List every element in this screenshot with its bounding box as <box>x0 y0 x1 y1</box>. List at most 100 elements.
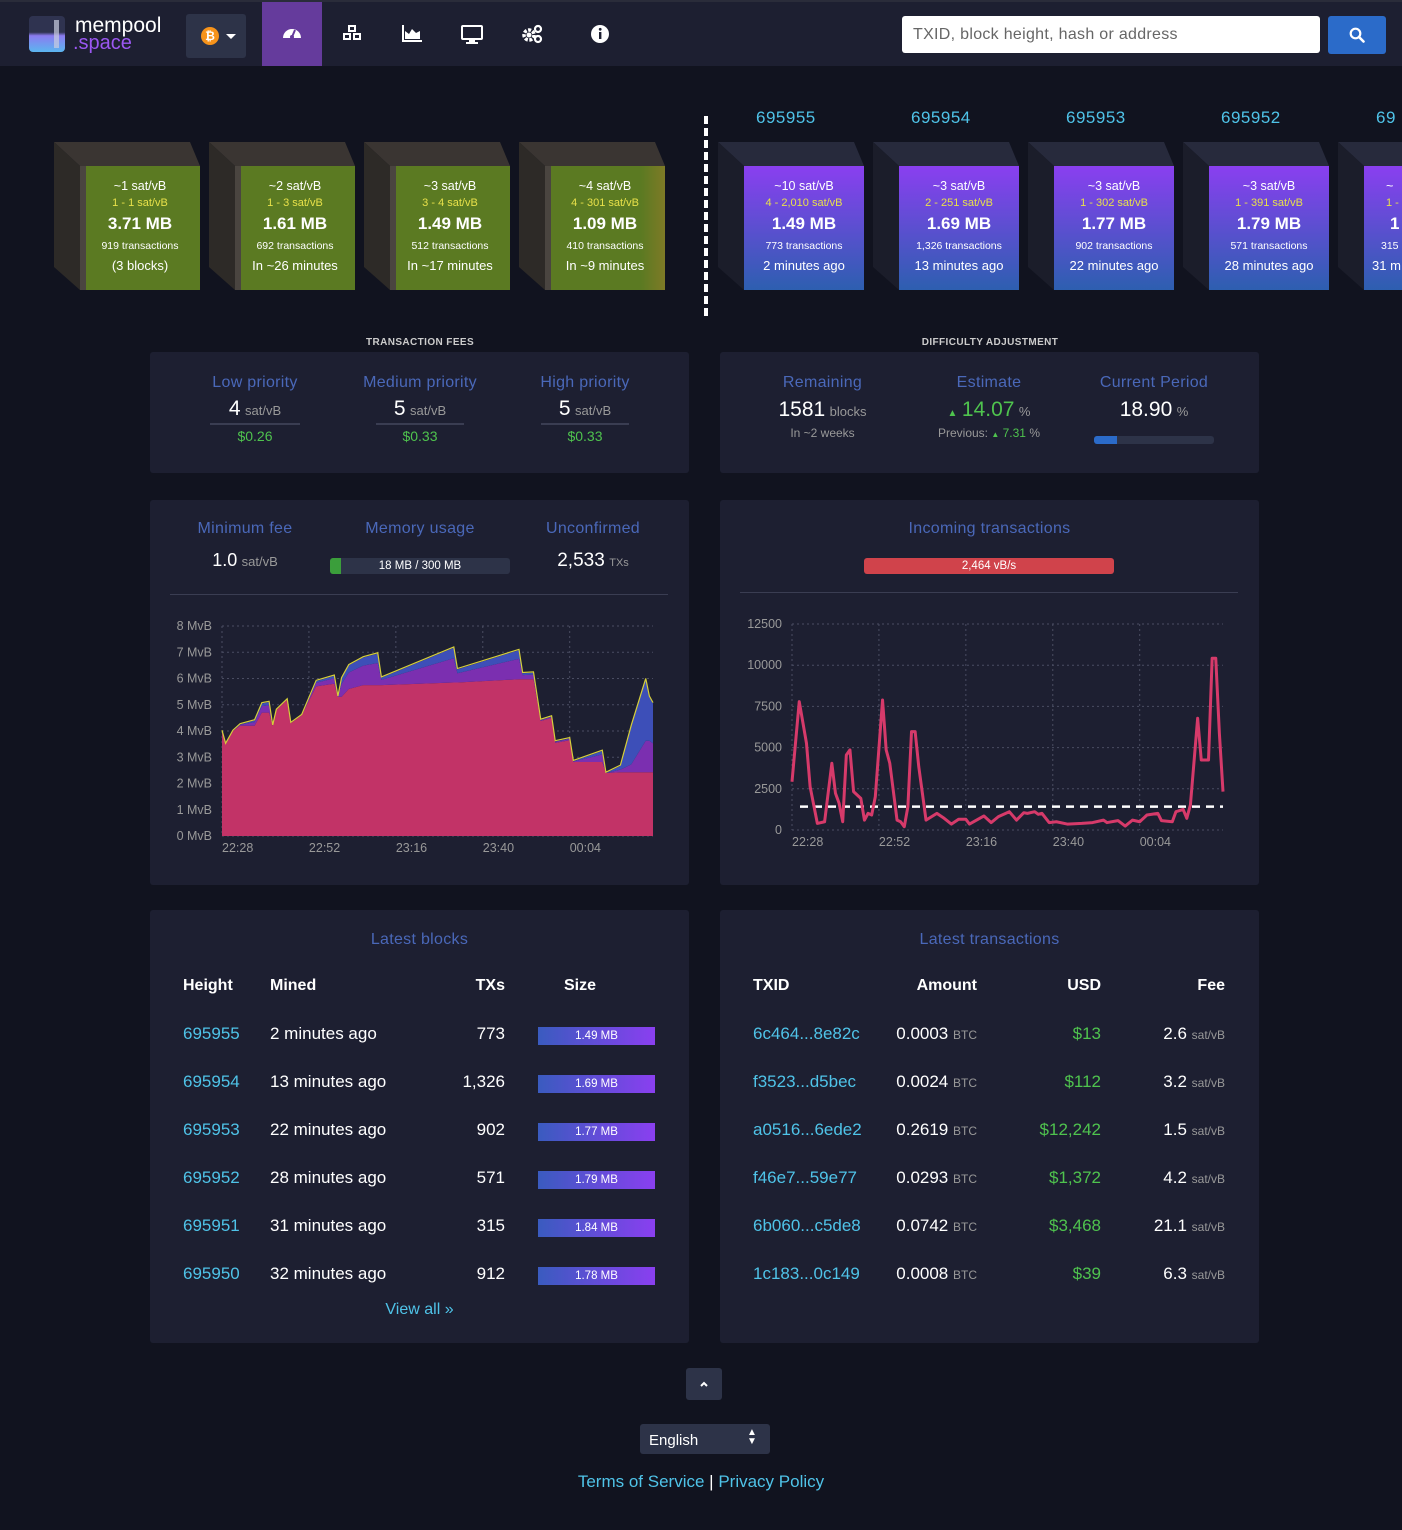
monitor-icon <box>461 25 483 44</box>
mempool-block[interactable]: ~4 sat/vB 4 - 301 sat/vB 1.09 MB 410 transa… <box>519 142 679 292</box>
search-button[interactable] <box>1328 16 1386 54</box>
tx-amount-unit: BTC <box>953 1220 977 1234</box>
block-txs: 692 transactions <box>256 240 334 252</box>
nav-dashboard[interactable] <box>262 2 322 66</box>
mempool-block[interactable]: ~1 sat/vB 1 - 1 sat/vB 3.71 MB 919 transact… <box>54 142 214 292</box>
x-tick-label: 23:40 <box>483 841 514 855</box>
table-row[interactable]: 6b060...c5de8 0.0742 BTC $3,468 21.1 sat/vB <box>753 1202 1225 1250</box>
tx-fee: 6.3 <box>1163 1264 1187 1283</box>
table-row[interactable]: 695955 2 minutes ago 773 1.49 MB <box>183 1010 655 1058</box>
difficulty-panel: Remaining 1581 blocks In ~2 weeks Estima… <box>720 352 1259 473</box>
txid-link[interactable]: f3523...d5bec <box>753 1072 857 1091</box>
table-row[interactable]: 695950 32 minutes ago 912 1.78 MB <box>183 1250 655 1298</box>
search-input[interactable] <box>902 16 1320 53</box>
table-row[interactable]: 695951 31 minutes ago 315 1.84 MB <box>183 1202 655 1250</box>
brand-name[interactable]: mempool <box>75 14 162 37</box>
nav-tv-view[interactable] <box>442 2 502 66</box>
mined-block[interactable]: ~10 sat/vB 4 - 2,010 sat/vB 1.49 MB 773 tra… <box>718 142 878 292</box>
tachometer-icon <box>283 29 301 39</box>
remaining-value: 1581 <box>778 398 826 421</box>
block-height-link[interactable]: 695952 <box>1221 108 1281 127</box>
block-range: 2 - 251 sat/vB <box>925 197 993 209</box>
network-selector[interactable]: ₿ <box>186 14 246 58</box>
cogs-icon <box>522 24 543 44</box>
fee-value: 4 <box>228 397 241 420</box>
unconfirmed-label: Unconfirmed <box>545 520 640 537</box>
block-height-link[interactable]: 695952 <box>183 1168 240 1187</box>
table-row[interactable]: 695953 22 minutes ago 902 1.77 MB <box>183 1106 655 1154</box>
table-row[interactable]: a0516...6ede2 0.2619 BTC $12,242 1.5 sat/vB <box>753 1106 1225 1154</box>
block-range: 1 - <box>1386 197 1399 209</box>
area-series-2 <box>222 647 653 773</box>
mined-block[interactable]: ~1 - 1 315 31 m <box>1338 142 1402 292</box>
y-tick-label: 8 MvB <box>177 619 212 633</box>
block-height-link[interactable]: 695955 <box>183 1024 240 1043</box>
nav-about[interactable] <box>570 2 630 66</box>
block-height-link[interactable]: 695954 <box>183 1072 240 1091</box>
mempool-logo[interactable] <box>29 16 65 52</box>
fees-panel: Low priority 4 sat/vB $0.26 Medium priority… <box>150 352 689 473</box>
block-height-link[interactable]: 695955 <box>756 108 816 127</box>
block-median: ~3 sat/vB <box>932 179 986 193</box>
mempool-block[interactable]: ~3 sat/vB 3 - 4 sat/vB 1.49 MB 512 transact… <box>364 142 524 292</box>
mempool-block[interactable]: ~2 sat/vB 1 - 3 sat/vB 1.61 MB 692 transact… <box>209 142 369 292</box>
block-height-link[interactable]: 695951 <box>183 1216 240 1235</box>
block-txs: 919 transactions <box>101 240 179 252</box>
block-height-link[interactable]: 695954 <box>911 108 971 127</box>
incoming-transactions-chart[interactable]: 0 2500 5000 7500 10000 12500 22:28 22:52 23:16 23… <box>720 600 1259 870</box>
y-tick-label: 1 MvB <box>177 803 212 817</box>
mined-block[interactable]: ~3 sat/vB 1 - 302 sat/vB 1.77 MB 902 transa… <box>1028 142 1188 292</box>
y-tick-label: 3 MvB <box>177 750 212 764</box>
brand-suffix[interactable]: .space <box>73 32 132 54</box>
block-height-link[interactable]: 69 <box>1376 108 1396 127</box>
table-row[interactable]: f3523...d5bec 0.0024 BTC $112 3.2 sat/vB <box>753 1058 1225 1106</box>
block-height-link[interactable]: 695950 <box>183 1264 240 1283</box>
bitcoin-icon: ₿ <box>201 27 219 45</box>
search-icon <box>1349 27 1365 43</box>
nav-api[interactable] <box>502 2 562 66</box>
mined-block[interactable]: ~3 sat/vB 2 - 251 sat/vB 1.69 MB 1,326 tran… <box>873 142 1033 292</box>
block-size-bar: 1.78 MB <box>538 1266 655 1285</box>
mined-block[interactable]: ~3 sat/vB 1 - 391 sat/vB 1.79 MB 571 transa… <box>1183 142 1343 292</box>
language-select[interactable]: English ▲ ▼ <box>640 1424 770 1454</box>
view-all-blocks-link[interactable]: View all » <box>385 1301 454 1318</box>
table-row[interactable]: 695954 13 minutes ago 1,326 1.69 MB <box>183 1058 655 1106</box>
scroll-to-top-button[interactable] <box>686 1368 722 1400</box>
block-range: 4 - 301 sat/vB <box>571 197 639 209</box>
block-range: 1 - 3 sat/vB <box>267 197 323 209</box>
txid-link[interactable]: f46e7...59e77 <box>753 1168 857 1187</box>
terms-of-service-link[interactable]: Terms of Service <box>577 1472 705 1491</box>
block-height-link[interactable]: 695953 <box>1066 108 1126 127</box>
table-row[interactable]: 6c464...8e82c 0.0003 BTC $13 2.6 sat/vB <box>753 1010 1225 1058</box>
latest-blocks-title: Latest blocks <box>370 931 469 948</box>
block-mined-time: 22 minutes ago <box>270 1120 387 1139</box>
block-mined-time: 28 minutes ago <box>270 1168 387 1187</box>
nav-graphs[interactable] <box>382 2 442 66</box>
block-height-link[interactable]: 695953 <box>183 1120 240 1139</box>
block-ago: 2 minutes ago <box>763 258 845 273</box>
minimum-fee-value: 1.0 <box>212 550 238 570</box>
tx-amount-unit: BTC <box>953 1124 977 1138</box>
mempool-size-chart[interactable]: 0 MvB 1 MvB 2 MvB 3 MvB 4 MvB 5 MvB 6 MvB 7 MvB… <box>150 600 689 870</box>
table-row[interactable]: f46e7...59e77 0.0293 BTC $1,372 4.2 sat/vB <box>753 1154 1225 1202</box>
block-range: 4 - 2,010 sat/vB <box>765 197 843 209</box>
area-series-0 <box>222 679 653 836</box>
table-row[interactable]: 695952 28 minutes ago 571 1.79 MB <box>183 1154 655 1202</box>
block-median: ~ <box>1386 179 1394 193</box>
x-tick-label: 00:04 <box>1140 835 1171 849</box>
txid-link[interactable]: 1c183...0c149 <box>753 1264 860 1283</box>
block-ago: 28 minutes ago <box>1224 258 1314 273</box>
x-tick-label: 00:04 <box>570 841 601 855</box>
txid-link[interactable]: 6c464...8e82c <box>753 1024 860 1043</box>
block-median: ~3 sat/vB <box>423 179 477 193</box>
privacy-policy-link[interactable]: Privacy Policy <box>718 1472 825 1491</box>
block-size: 1.69 MB <box>926 214 992 233</box>
remaining-unit: blocks <box>829 404 867 419</box>
tx-fee: 21.1 <box>1153 1216 1187 1235</box>
fee-value: 5 <box>558 397 571 420</box>
table-row[interactable]: 1c183...0c149 0.0008 BTC $39 6.3 sat/vB <box>753 1250 1225 1298</box>
txid-link[interactable]: a0516...6ede2 <box>753 1120 862 1139</box>
block-tx-count: 902 <box>476 1120 505 1139</box>
txid-link[interactable]: 6b060...c5de8 <box>753 1216 861 1235</box>
nav-blocks[interactable] <box>322 2 382 66</box>
